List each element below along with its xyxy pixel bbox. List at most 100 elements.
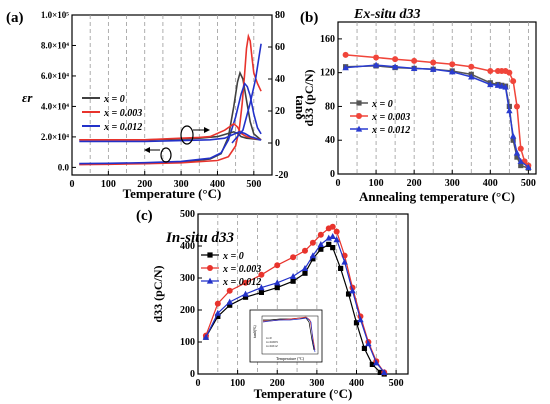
c-xtick-label: 100	[230, 378, 245, 389]
c-ytick-label: 200	[180, 305, 195, 316]
c-point-2	[365, 340, 372, 347]
b-point-2	[517, 157, 524, 164]
a-xtick-label: 200	[137, 179, 152, 190]
b-ytick-label: 40	[325, 135, 335, 146]
a-ytick-label: 8.0×10⁴	[41, 40, 69, 50]
b-point-1	[513, 103, 520, 110]
b-series-line-2	[345, 64, 529, 168]
b-point-1	[430, 59, 437, 66]
b-point-2	[391, 63, 399, 70]
b-point-1	[342, 51, 349, 58]
panel-c-inset: tanδ(%) Temperature (°C) x=0 x=0.003 x=0…	[249, 309, 323, 363]
c-point-2	[301, 265, 309, 271]
panel-a-legend: x = 0 x = 0.003 x = 0.012	[82, 94, 142, 133]
c-point-0	[369, 361, 375, 367]
b-point-1	[487, 67, 494, 74]
panel-b-ylabel: d33 (pC/N)	[302, 69, 316, 126]
a-xtick-label: 300	[174, 179, 189, 190]
b-point-2	[449, 68, 456, 75]
panel-b-label: (b)	[300, 10, 318, 26]
b-point-2	[372, 61, 380, 68]
c-legend-label-2: x = 0.012	[222, 277, 261, 288]
c-point-0	[318, 246, 324, 252]
a-xtick-label: 0	[70, 179, 75, 190]
c-xtick-label: 300	[309, 378, 324, 389]
c-point-2	[258, 284, 265, 291]
b-ytick-label: 0	[330, 169, 335, 180]
inset-legend-0: x=0	[266, 336, 272, 340]
b-point-2	[410, 65, 418, 72]
c-point-0	[227, 302, 233, 308]
a-series-line-6	[231, 43, 262, 144]
panel-c-xlabel: Temperature (°C)	[254, 386, 353, 401]
b-point-1	[392, 56, 399, 63]
a-legend-label-1: x = 0.003	[103, 108, 142, 119]
b-point-0	[514, 154, 520, 160]
c-ytick-label: 0	[190, 369, 195, 380]
a-y2tick-label: 20	[275, 106, 285, 117]
c-point-1	[301, 247, 308, 254]
c-point-2	[242, 290, 249, 297]
c-point-0	[330, 245, 336, 251]
b-point-2	[513, 149, 521, 156]
c-point-1	[333, 228, 340, 235]
b-ytick-label: 160	[320, 34, 335, 45]
c-point-2	[309, 252, 317, 259]
c-point-1	[242, 279, 249, 286]
c-ytick-label: 300	[180, 273, 195, 284]
b-point-1	[517, 145, 524, 152]
c-xtick-label: 200	[270, 378, 285, 389]
b-point-2	[494, 81, 502, 88]
c-point-2	[226, 298, 233, 305]
c-point-0	[345, 291, 352, 297]
c-point-2	[325, 234, 332, 241]
c-legend-marker-0	[207, 252, 213, 258]
inset-legend-2: x=0.012	[266, 344, 278, 348]
c-point-1	[329, 223, 336, 230]
a-xtick-label: 400	[210, 179, 225, 190]
b-point-2	[509, 132, 517, 139]
c-point-0	[258, 289, 264, 295]
a-legend-label-2: x = 0.012	[103, 122, 142, 133]
c-legend-label-0: x = 0	[222, 251, 244, 262]
b-point-2	[429, 65, 437, 72]
c-point-1	[258, 271, 265, 278]
panel-c-label: (c)	[136, 208, 153, 224]
b-point-2	[342, 64, 349, 71]
b-point-2	[525, 163, 532, 170]
c-point-2	[381, 369, 388, 375]
panel-b-legend: x = 0 x = 0.003 x = 0.012	[350, 99, 410, 136]
c-ytick-label: 500	[180, 209, 195, 220]
a-ytick-label: 4.0×10⁴	[41, 101, 69, 111]
inset-ylabel: tanδ(%)	[252, 325, 257, 338]
c-point-0	[290, 278, 296, 284]
c-point-2	[274, 279, 281, 286]
b-point-2	[468, 73, 475, 80]
c-point-1	[309, 239, 316, 246]
c-legend-label-1: x = 0.003	[222, 264, 261, 275]
c-point-0	[215, 313, 221, 319]
b-point-0	[510, 137, 516, 143]
panel-c-frame	[197, 213, 409, 375]
b-ytick-label: 80	[325, 101, 335, 112]
inset-legend-1: x=0.003	[266, 340, 278, 344]
c-legend-marker-1	[207, 265, 213, 271]
arrow-left-head-icon	[144, 147, 150, 153]
a-xtick-label: 500	[246, 179, 261, 190]
b-legend-marker-0	[356, 100, 362, 106]
c-point-2	[289, 273, 297, 279]
a-series-line-5	[79, 130, 262, 143]
panel-a-ylabel: εr	[22, 90, 33, 105]
c-point-2	[317, 241, 325, 247]
a-ytick-label: 0.0	[58, 162, 70, 172]
a-y2tick-label: 80	[275, 10, 285, 21]
panel-b-title: Ex-situ d33	[353, 7, 421, 22]
b-ytick-label: 120	[320, 68, 335, 79]
b-point-1	[468, 63, 475, 70]
c-point-0	[338, 265, 344, 271]
a-y2tick-label: -20	[275, 170, 288, 181]
c-ytick-label: 400	[180, 241, 195, 252]
a-y2tick-label: 60	[275, 42, 285, 53]
a-series-line-2	[79, 82, 262, 165]
